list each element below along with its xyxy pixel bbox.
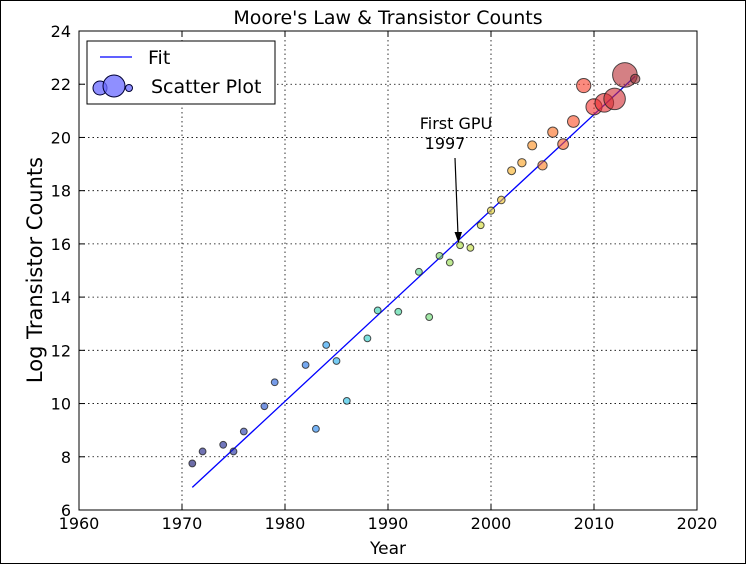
- annotation-arrowhead: [454, 232, 462, 243]
- y-tick-label: 22: [51, 75, 71, 94]
- scatter-point: [466, 243, 475, 252]
- scatter-point: [373, 306, 382, 315]
- legend-scatter-swatch-tiny: [125, 84, 133, 92]
- scatter-point: [415, 267, 423, 276]
- scatter-point: [363, 334, 372, 343]
- scatter-point: [322, 341, 331, 349]
- legend-fit-label: Fit: [148, 47, 170, 69]
- y-tick-label: 10: [51, 395, 71, 414]
- scatter-point: [270, 378, 279, 387]
- y-tick-label: 20: [51, 128, 71, 147]
- legend-scatter-label: Scatter Plot: [151, 76, 261, 98]
- x-tick-label: 1980: [265, 514, 306, 533]
- x-tick-label: 1970: [162, 514, 203, 533]
- y-tick-label: 18: [51, 182, 71, 201]
- x-tick-label: 2010: [574, 514, 615, 533]
- y-tick-label: 24: [51, 22, 71, 41]
- legend: Fit Scatter Plot: [86, 40, 276, 105]
- grid: [79, 31, 697, 510]
- scatter-point: [445, 258, 454, 267]
- y-axis-label: Log Transistor Counts: [23, 157, 47, 383]
- scatter-point: [476, 221, 485, 230]
- scatter-point: [486, 206, 496, 215]
- scatter-point: [435, 251, 444, 260]
- scatter-point: [239, 427, 248, 436]
- y-tick-label: 6: [61, 501, 71, 520]
- scatter-point: [576, 77, 592, 94]
- scatter-point: [547, 126, 559, 138]
- chart-title: Moore's Law & Transistor Counts: [233, 7, 542, 29]
- x-tick-label: 2020: [677, 514, 718, 533]
- y-tick-label: 16: [51, 235, 71, 254]
- y-tick-label: 8: [61, 448, 71, 467]
- scatter-point: [188, 459, 197, 468]
- scatter-point: [456, 241, 465, 250]
- scatter-point: [198, 447, 207, 456]
- x-axis-label: Year: [369, 539, 406, 559]
- scatter-point: [527, 140, 538, 151]
- scatter-point: [630, 73, 641, 85]
- scatter-point: [567, 115, 580, 128]
- scatter-point: [425, 313, 434, 321]
- x-tick-label: 1990: [368, 514, 409, 533]
- x-tick-label: 1960: [59, 514, 100, 533]
- y-tick-label: 14: [51, 288, 71, 307]
- scatter-point: [312, 424, 320, 433]
- scatter-point: [394, 307, 403, 316]
- x-tick-label: 2000: [471, 514, 512, 533]
- scatter-point: [507, 166, 517, 176]
- scatter-point: [229, 447, 238, 456]
- scatter-point: [301, 361, 310, 369]
- y-tick-labels: 6 8 10 12 14 16 18 20 22 24: [51, 22, 71, 520]
- scatter-point: [537, 160, 548, 171]
- axis-ticks: [78, 30, 698, 511]
- annotation: First GPU 1997: [420, 114, 493, 243]
- scatter-point: [219, 440, 228, 449]
- scatter-point: [342, 396, 351, 405]
- annotation-arrow: [454, 157, 459, 236]
- scatter-point: [260, 402, 269, 411]
- annotation-line-1: First GPU: [420, 114, 493, 133]
- annotation-line-2: 1997: [425, 134, 466, 153]
- scatter-point: [497, 195, 506, 205]
- scatter-points: [188, 62, 641, 468]
- legend-scatter-swatch-large: [102, 74, 126, 98]
- y-tick-label: 12: [51, 341, 71, 360]
- scatter-point: [603, 87, 626, 111]
- x-tick-labels: 1960 1970 1980 1990 2000 2010 2020: [59, 514, 718, 533]
- scatter-point: [332, 357, 341, 365]
- scatter-point: [557, 138, 569, 150]
- scatter-point: [517, 158, 527, 168]
